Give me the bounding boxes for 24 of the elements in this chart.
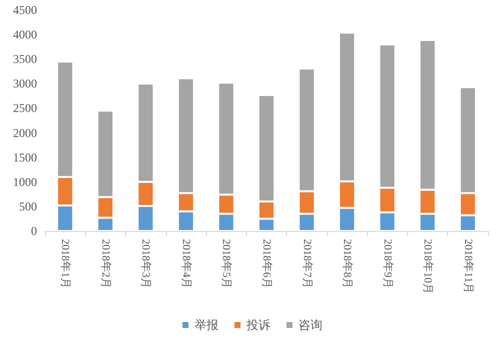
x-tick-label: 2018年10月 xyxy=(422,239,434,294)
y-tick-label: 1500 xyxy=(13,150,37,164)
y-tick-label: 2000 xyxy=(13,126,37,140)
legend-label: 投诉 xyxy=(246,318,270,332)
y-tick-label: 500 xyxy=(19,199,37,214)
x-tick-label: 2018年1月 xyxy=(59,239,72,288)
legend-label: 举报 xyxy=(194,318,218,332)
y-tick-label: 1000 xyxy=(13,174,37,189)
x-tick-label: 2018年4月 xyxy=(180,239,192,288)
y-tick-label: 0 xyxy=(31,224,37,238)
x-tick-label: 2018年3月 xyxy=(140,239,152,288)
x-tick-label: 2018年7月 xyxy=(300,239,313,288)
x-tick-label: 2018年2月 xyxy=(99,239,112,288)
x-tick-label: 2018年8月 xyxy=(341,239,354,288)
x-tick-label: 2018年5月 xyxy=(220,239,232,288)
legend-label: 咨询 xyxy=(298,318,322,332)
y-tick-label: 4000 xyxy=(13,28,37,42)
x-tick-label: 2018年9月 xyxy=(381,239,394,288)
y-tick-label: 2500 xyxy=(13,101,37,116)
x-tick-label: 2018年6月 xyxy=(260,239,272,288)
y-tick-label: 4500 xyxy=(13,3,37,17)
x-tick-label: 2018年11月 xyxy=(462,239,474,294)
y-tick-label: 3500 xyxy=(13,52,37,66)
y-tick-label: 3000 xyxy=(13,76,37,91)
